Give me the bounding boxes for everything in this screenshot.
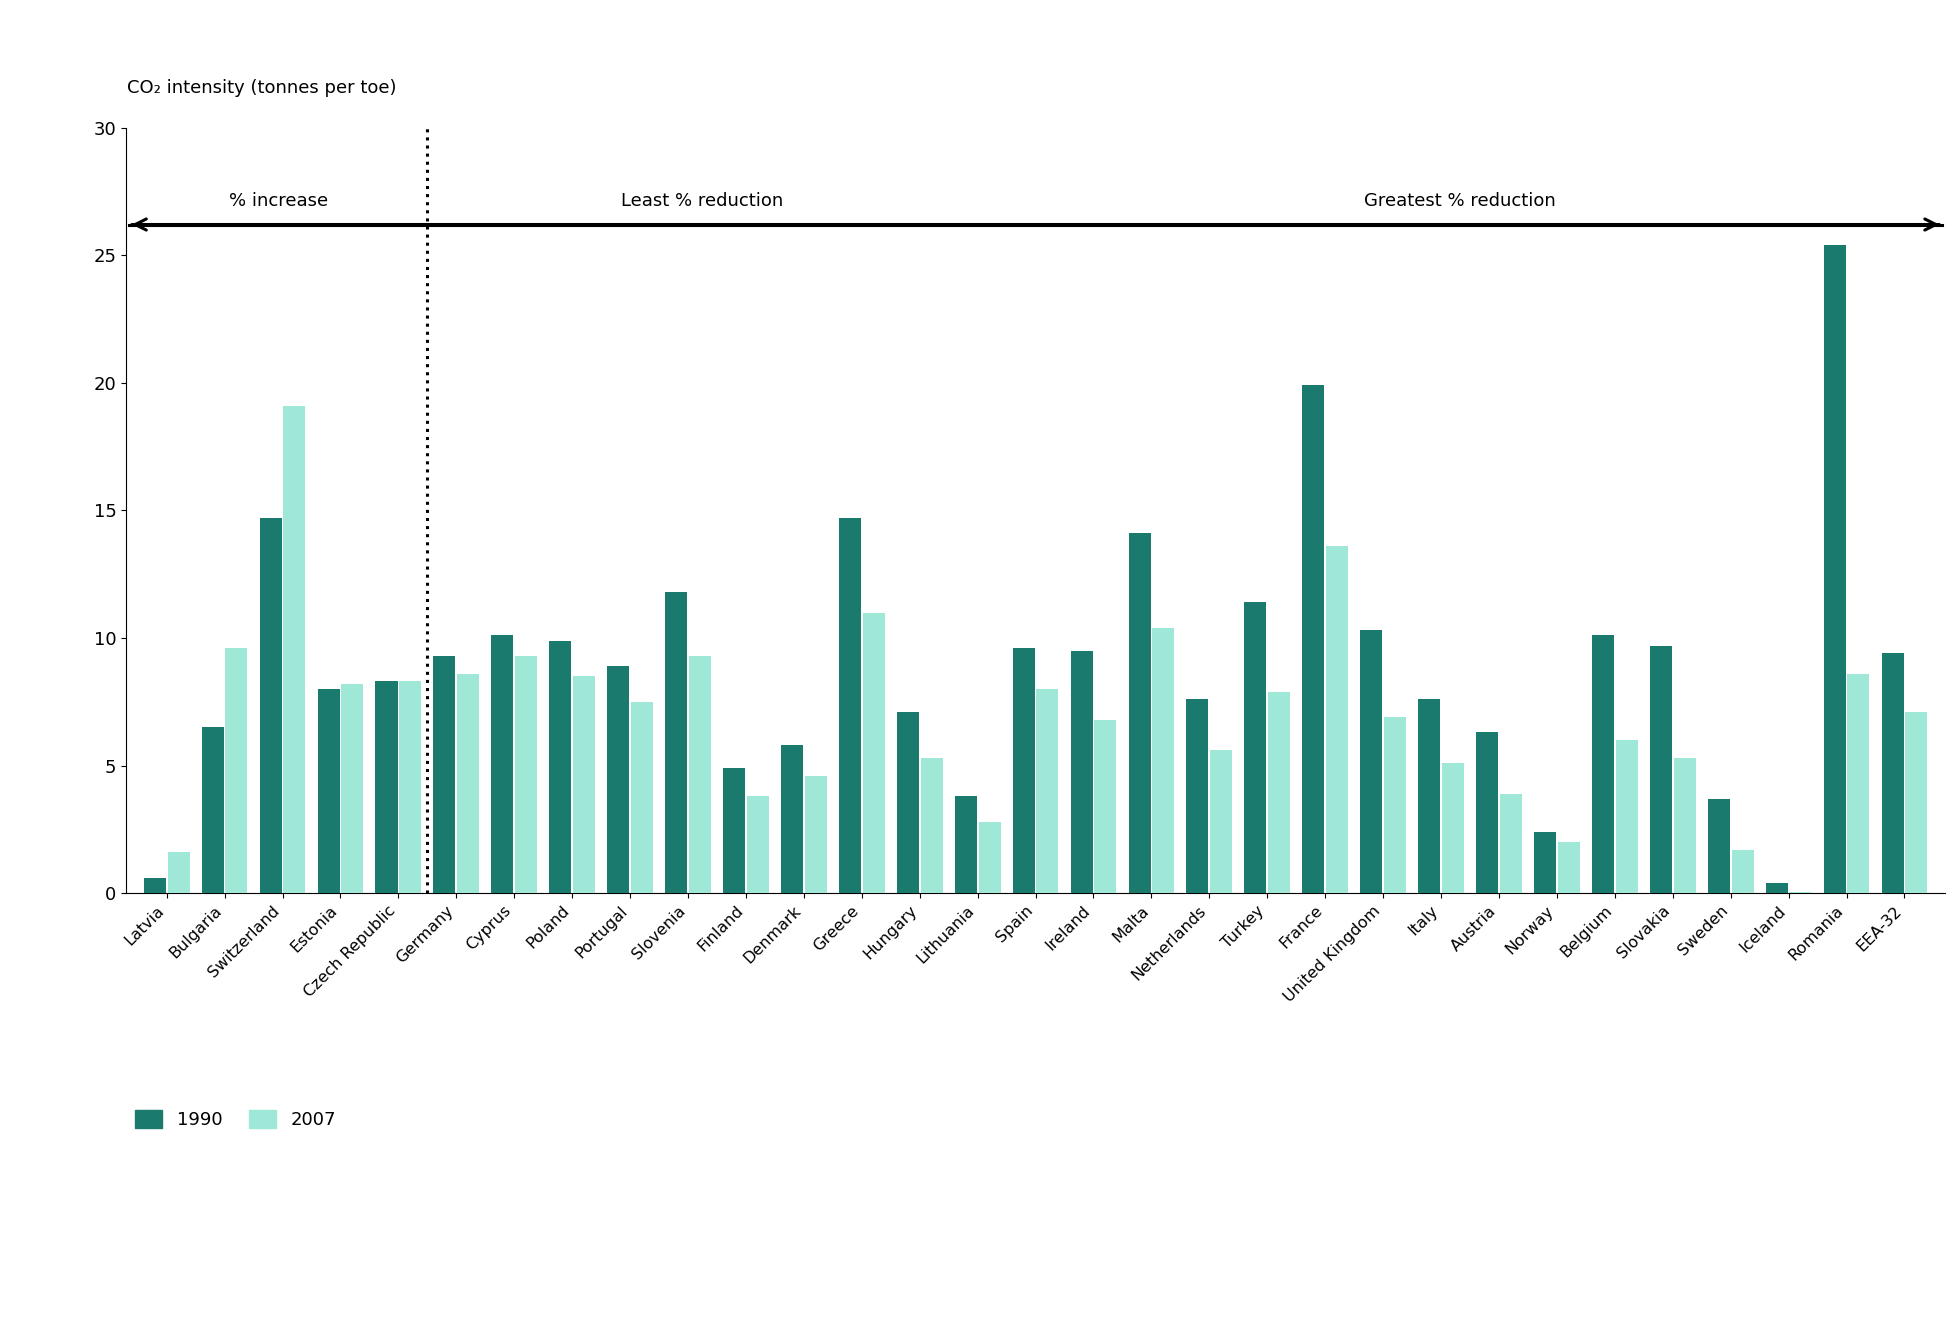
Bar — [1152, 627, 1174, 893]
Text: % increase: % increase — [229, 192, 327, 211]
Bar — [1731, 850, 1754, 893]
Bar — [1037, 689, 1058, 893]
Bar — [1268, 692, 1290, 893]
Bar — [284, 406, 306, 893]
Bar — [608, 666, 629, 893]
Bar — [1209, 750, 1233, 893]
Bar — [780, 745, 804, 893]
Bar — [259, 518, 282, 893]
Bar — [1882, 653, 1903, 893]
Bar — [955, 796, 976, 893]
Bar — [167, 853, 190, 893]
Bar — [723, 768, 745, 893]
Bar — [202, 728, 223, 893]
Bar — [806, 776, 827, 893]
Bar — [376, 681, 398, 893]
Bar — [1592, 635, 1613, 893]
Bar — [862, 613, 884, 893]
Bar — [1476, 733, 1497, 893]
Bar — [1070, 650, 1092, 893]
Bar — [318, 689, 339, 893]
Bar — [400, 681, 421, 893]
Bar — [1650, 646, 1672, 893]
Bar — [921, 758, 943, 893]
Bar — [1615, 740, 1639, 893]
Bar — [1419, 700, 1441, 893]
Bar — [1186, 700, 1209, 893]
Bar — [1535, 832, 1556, 893]
Bar — [1129, 534, 1151, 893]
Text: Least % reduction: Least % reduction — [621, 192, 784, 211]
Text: Greatest % reduction: Greatest % reduction — [1364, 192, 1556, 211]
Bar — [572, 677, 596, 893]
Legend: 1990, 2007: 1990, 2007 — [135, 1109, 337, 1129]
Bar — [1094, 720, 1117, 893]
Bar — [1905, 712, 1927, 893]
Bar — [1013, 649, 1035, 893]
Bar — [549, 641, 570, 893]
Bar — [1499, 794, 1521, 893]
Bar — [1384, 717, 1405, 893]
Bar — [898, 712, 919, 893]
Bar — [1360, 630, 1382, 893]
Bar — [1848, 674, 1870, 893]
Bar — [978, 822, 1000, 893]
Bar — [1707, 798, 1731, 893]
Bar — [839, 518, 860, 893]
Bar — [515, 655, 537, 893]
Bar — [1327, 546, 1348, 893]
Bar — [688, 655, 711, 893]
Bar — [225, 649, 247, 893]
Bar — [664, 593, 688, 893]
Bar — [1674, 758, 1695, 893]
Bar — [341, 684, 363, 893]
Bar — [457, 674, 478, 893]
Bar — [143, 878, 167, 893]
Bar — [1766, 882, 1788, 893]
Bar — [492, 635, 514, 893]
Text: CO₂ intensity (tonnes per toe): CO₂ intensity (tonnes per toe) — [127, 79, 396, 97]
Bar — [1301, 386, 1325, 893]
Bar — [747, 796, 768, 893]
Bar — [1823, 244, 1846, 893]
Bar — [1443, 764, 1464, 893]
Bar — [1558, 842, 1580, 893]
Bar — [433, 655, 455, 893]
Bar — [631, 702, 653, 893]
Bar — [1245, 602, 1266, 893]
